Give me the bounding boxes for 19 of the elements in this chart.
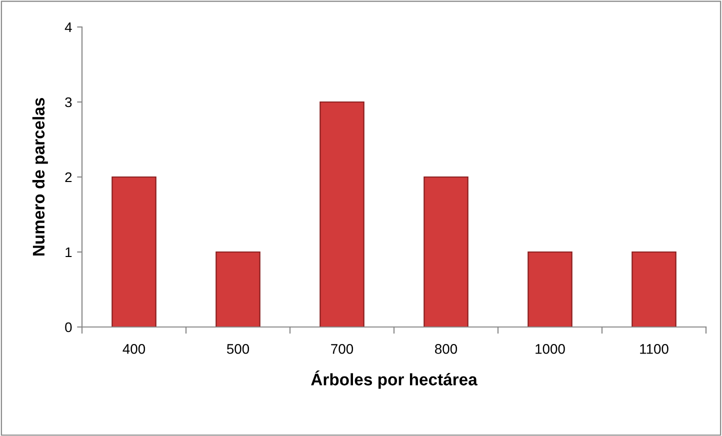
- bar: [424, 176, 468, 327]
- x-tick-label: 1100: [640, 344, 668, 354]
- bar: [320, 101, 364, 327]
- bar: [528, 251, 572, 327]
- x-tick-label: 400: [122, 344, 146, 354]
- y-axis-title: Numero de parcelas: [32, 98, 48, 256]
- x-tick-label: 700: [331, 344, 354, 354]
- bar: [632, 251, 676, 327]
- bar: [112, 176, 156, 327]
- bar: [216, 251, 260, 327]
- y-tick-label: 4: [64, 22, 72, 32]
- x-tick-label: 1000: [536, 344, 565, 354]
- y-tick-label: 3: [65, 97, 72, 108]
- y-tick-label: 2: [65, 172, 72, 182]
- y-tick-label: 0: [65, 322, 72, 332]
- x-axis-title: Árboles por hectárea: [311, 370, 478, 389]
- y-tick-label: 1: [66, 247, 72, 258]
- x-tick-label: 500: [226, 344, 250, 354]
- x-tick-label: 800: [435, 344, 458, 354]
